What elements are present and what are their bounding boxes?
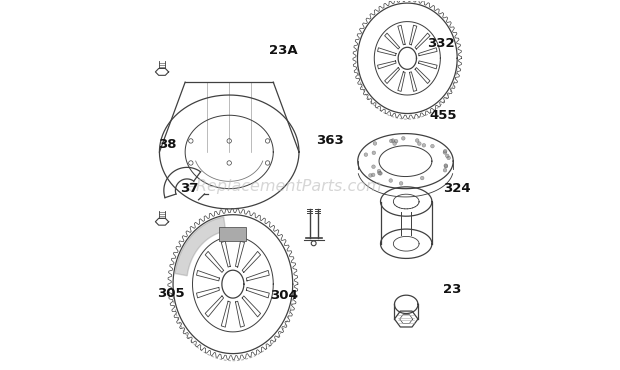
Circle shape: [444, 164, 448, 168]
Circle shape: [417, 142, 421, 145]
Text: eReplacementParts.com: eReplacementParts.com: [187, 179, 382, 194]
Text: 455: 455: [429, 109, 457, 122]
Circle shape: [373, 142, 377, 145]
Circle shape: [389, 179, 392, 182]
Text: 37: 37: [180, 182, 198, 195]
Circle shape: [371, 173, 375, 177]
Circle shape: [394, 139, 398, 143]
Text: 324: 324: [443, 182, 471, 195]
Text: 23: 23: [443, 283, 461, 296]
Circle shape: [389, 139, 393, 143]
Circle shape: [443, 168, 447, 172]
Circle shape: [445, 154, 449, 158]
Circle shape: [393, 142, 396, 145]
Circle shape: [443, 149, 447, 153]
Circle shape: [447, 156, 451, 160]
Text: 332: 332: [428, 37, 455, 50]
Circle shape: [377, 169, 381, 173]
Circle shape: [378, 171, 381, 175]
Circle shape: [420, 176, 424, 180]
Text: 304: 304: [270, 289, 298, 302]
Polygon shape: [175, 217, 226, 276]
Circle shape: [364, 153, 368, 157]
Circle shape: [372, 151, 376, 155]
Text: 305: 305: [157, 287, 185, 300]
Circle shape: [369, 174, 372, 177]
Circle shape: [402, 137, 405, 140]
Circle shape: [371, 165, 375, 169]
Circle shape: [399, 182, 403, 185]
Circle shape: [422, 144, 426, 147]
Circle shape: [391, 139, 395, 142]
Circle shape: [443, 151, 447, 154]
Circle shape: [379, 172, 383, 175]
Circle shape: [415, 139, 419, 142]
Text: 23A: 23A: [269, 44, 298, 57]
Circle shape: [444, 164, 448, 168]
Circle shape: [430, 144, 434, 148]
Bar: [219, 227, 247, 241]
Text: 363: 363: [316, 134, 343, 147]
Text: 38: 38: [157, 138, 176, 151]
